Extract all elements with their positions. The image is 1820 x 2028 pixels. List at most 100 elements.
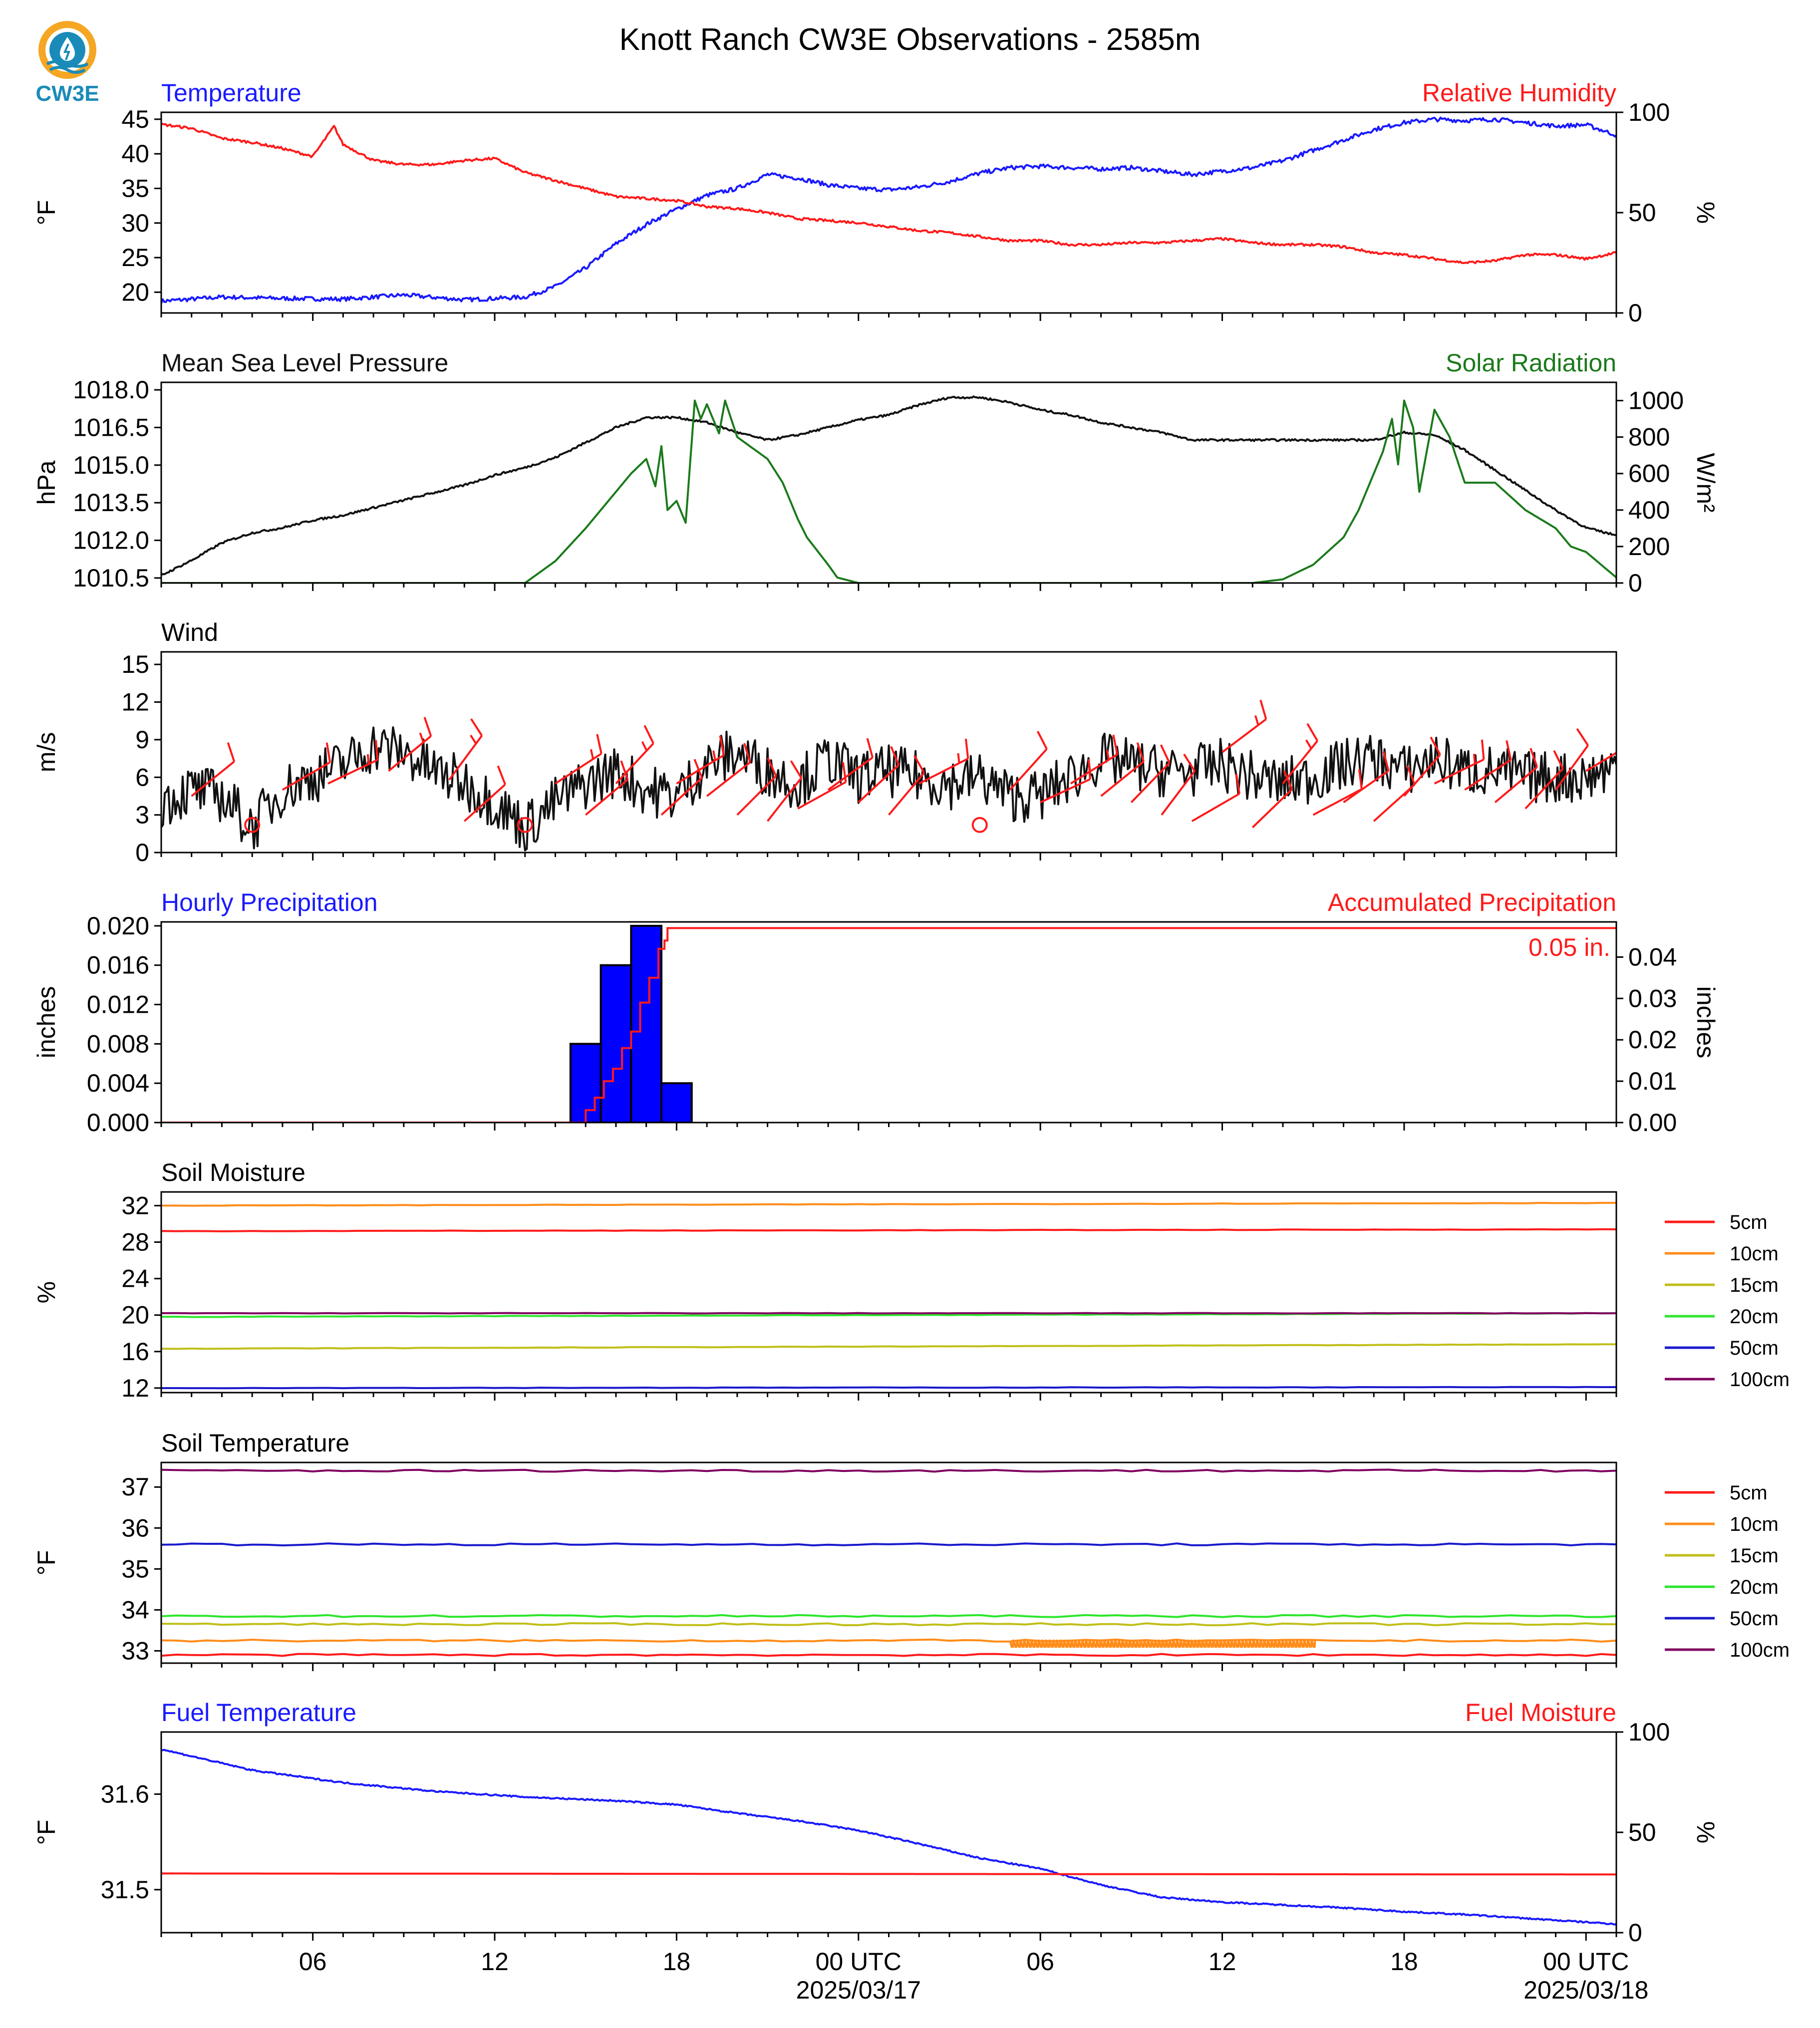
wind-barb-flag	[693, 759, 703, 779]
wind-barb-flag	[620, 760, 629, 780]
panel-frame	[160, 921, 1617, 1124]
panel-frame	[160, 111, 1617, 314]
y-tick-label-left: 0.016	[87, 951, 149, 979]
wind-barb-half-flag	[1305, 739, 1312, 749]
accum-total-label: 0.05 in.	[1528, 933, 1610, 961]
y-axis-label-left: %	[32, 1281, 60, 1303]
y-tick-label-left: 24	[121, 1265, 149, 1293]
wind-barb-staff	[827, 757, 874, 791]
wind-barb-flag	[1430, 736, 1441, 755]
panel-wind: Wind 0 3 6 9 12 15 m/s	[32, 618, 1617, 867]
y-tick-label-right: 800	[1628, 423, 1670, 451]
wind-barb-flag	[1183, 753, 1196, 772]
series-line-left-0	[161, 116, 1616, 304]
wind-barb-staff	[1009, 748, 1048, 791]
plot-area	[161, 699, 1616, 852]
plot-area	[161, 1748, 1616, 1926]
series-line-right-1	[161, 1872, 1616, 1876]
y-tick-label-left: 34	[121, 1596, 149, 1624]
wind-barb-staff	[918, 758, 969, 785]
y-tick-label-right: 0.03	[1628, 984, 1677, 1012]
y-axis-label-right: W/m²	[1692, 453, 1720, 512]
accum-precip-line	[161, 927, 1616, 1123]
wind-barb-half-flag	[712, 750, 716, 761]
y-tick-label-left: 0	[135, 839, 149, 867]
y-tick-label-right: 0	[1628, 569, 1642, 597]
wind-barb-flag	[719, 735, 725, 756]
y-tick-label-left: 0.008	[87, 1030, 149, 1058]
wind-barb-flag	[1481, 739, 1485, 760]
panel-title-right: Solar Radiation	[1446, 349, 1616, 377]
y-tick-label-left: 1015.0	[73, 451, 149, 479]
panel-title-left: Fuel Temperature	[161, 1699, 356, 1727]
y-tick-label-left: 31.6	[101, 1780, 149, 1808]
water-drop-icon: CW3E	[35, 21, 99, 106]
y-tick-label-left: 45	[121, 105, 149, 133]
wind-barb-staff	[585, 779, 628, 816]
legend-label-15cm: 15cm	[1730, 1545, 1779, 1567]
wind-barb-staff	[1251, 788, 1293, 829]
wind-barb-flag	[1306, 723, 1318, 742]
x-tick-label: 06	[1026, 1948, 1054, 1976]
y-tick-label-left: 20	[121, 1301, 149, 1329]
panel-soil_moisture: Soil Moisture 12 16 20 24 28 32%	[32, 1159, 1617, 1402]
series-line-15cm	[161, 1343, 1616, 1350]
y-tick-label-right: 0	[1628, 299, 1642, 327]
panel-title-right: Accumulated Precipitation	[1328, 888, 1616, 916]
y-tick-label-left: 25	[121, 244, 149, 272]
y-tick-label-left: 12	[121, 1374, 149, 1402]
legend-label-5cm: 5cm	[1730, 1482, 1768, 1504]
wind-barb-half-flag	[1473, 754, 1476, 764]
y-tick-label-right: 50	[1628, 1818, 1656, 1846]
series-line-5cm	[161, 1653, 1616, 1657]
series-noise-10cm	[1009, 1639, 1316, 1648]
wind-barb-staff	[1312, 788, 1362, 816]
panel-title-left: Wind	[161, 618, 218, 646]
panel-frame	[160, 1731, 1617, 1934]
legends-group: 5cm 10cm 15cm 20cm 50cm 100cm 5cm 10cm 15cm 20cm 5…	[1665, 1211, 1790, 1661]
wind-barb-flag	[1160, 744, 1171, 764]
x-tick-label: 12	[1209, 1948, 1236, 1976]
y-tick-label-left: 32	[121, 1191, 149, 1219]
x-tick-label: 00 UTC	[1543, 1948, 1629, 1976]
legend-label-100cm: 100cm	[1730, 1639, 1790, 1661]
panel-pressure_solar: Mean Sea Level Pressure Solar Radiation 10…	[32, 349, 1720, 597]
x-tick-label: 18	[663, 1948, 691, 1976]
y-tick-label-right: 0.04	[1628, 943, 1677, 971]
wind-barb-flag	[890, 746, 900, 766]
panel-title-left: Soil Temperature	[161, 1429, 349, 1457]
x-tick-label: 18	[1390, 1948, 1418, 1976]
wind-barb-flag	[643, 725, 654, 744]
wind-barb-staff	[282, 761, 331, 791]
panel-temp_rh: Temperature Relative Humidity 20 25 30 35 40 45…	[32, 79, 1720, 327]
wind-barb-flag	[596, 734, 603, 754]
wind-barb-flag	[423, 717, 432, 737]
panel-frame	[160, 1191, 1617, 1394]
wind-barb-flag	[913, 755, 925, 774]
wind-barb-staff	[736, 775, 777, 816]
plot-area	[161, 395, 1616, 583]
panel-title-right: Relative Humidity	[1422, 79, 1616, 107]
x-tick-label: 06	[299, 1948, 327, 1976]
wind-barb-flag	[1506, 740, 1512, 760]
wind-barb-calm	[971, 817, 988, 833]
series-line-100cm	[161, 1468, 1616, 1473]
y-tick-label-left: 9	[135, 726, 149, 754]
panel-title-left: Hourly Precipitation	[161, 888, 378, 916]
series-line-left-0	[161, 726, 1616, 852]
legend-label-20cm: 20cm	[1730, 1576, 1779, 1598]
y-tick-label-left: 28	[121, 1228, 149, 1256]
wind-barb-half-flag	[1254, 715, 1259, 726]
plot-area	[161, 116, 1616, 304]
x-tick-label: 12	[481, 1948, 509, 1976]
wind-barb-flag	[1283, 770, 1293, 790]
wind-barb-half-flag	[1106, 750, 1110, 760]
y-axis-label-left: °F	[32, 1820, 60, 1845]
y-tick-label-left: 35	[121, 1555, 149, 1583]
wind-barb-staff	[1524, 768, 1564, 810]
legend-label-50cm: 50cm	[1730, 1337, 1779, 1359]
series-line-left-0	[161, 395, 1616, 576]
series-line-5cm	[161, 1228, 1616, 1232]
wind-barb-flag	[1036, 731, 1048, 750]
panels-group: Temperature Relative Humidity202530354045…	[32, 79, 1720, 1947]
